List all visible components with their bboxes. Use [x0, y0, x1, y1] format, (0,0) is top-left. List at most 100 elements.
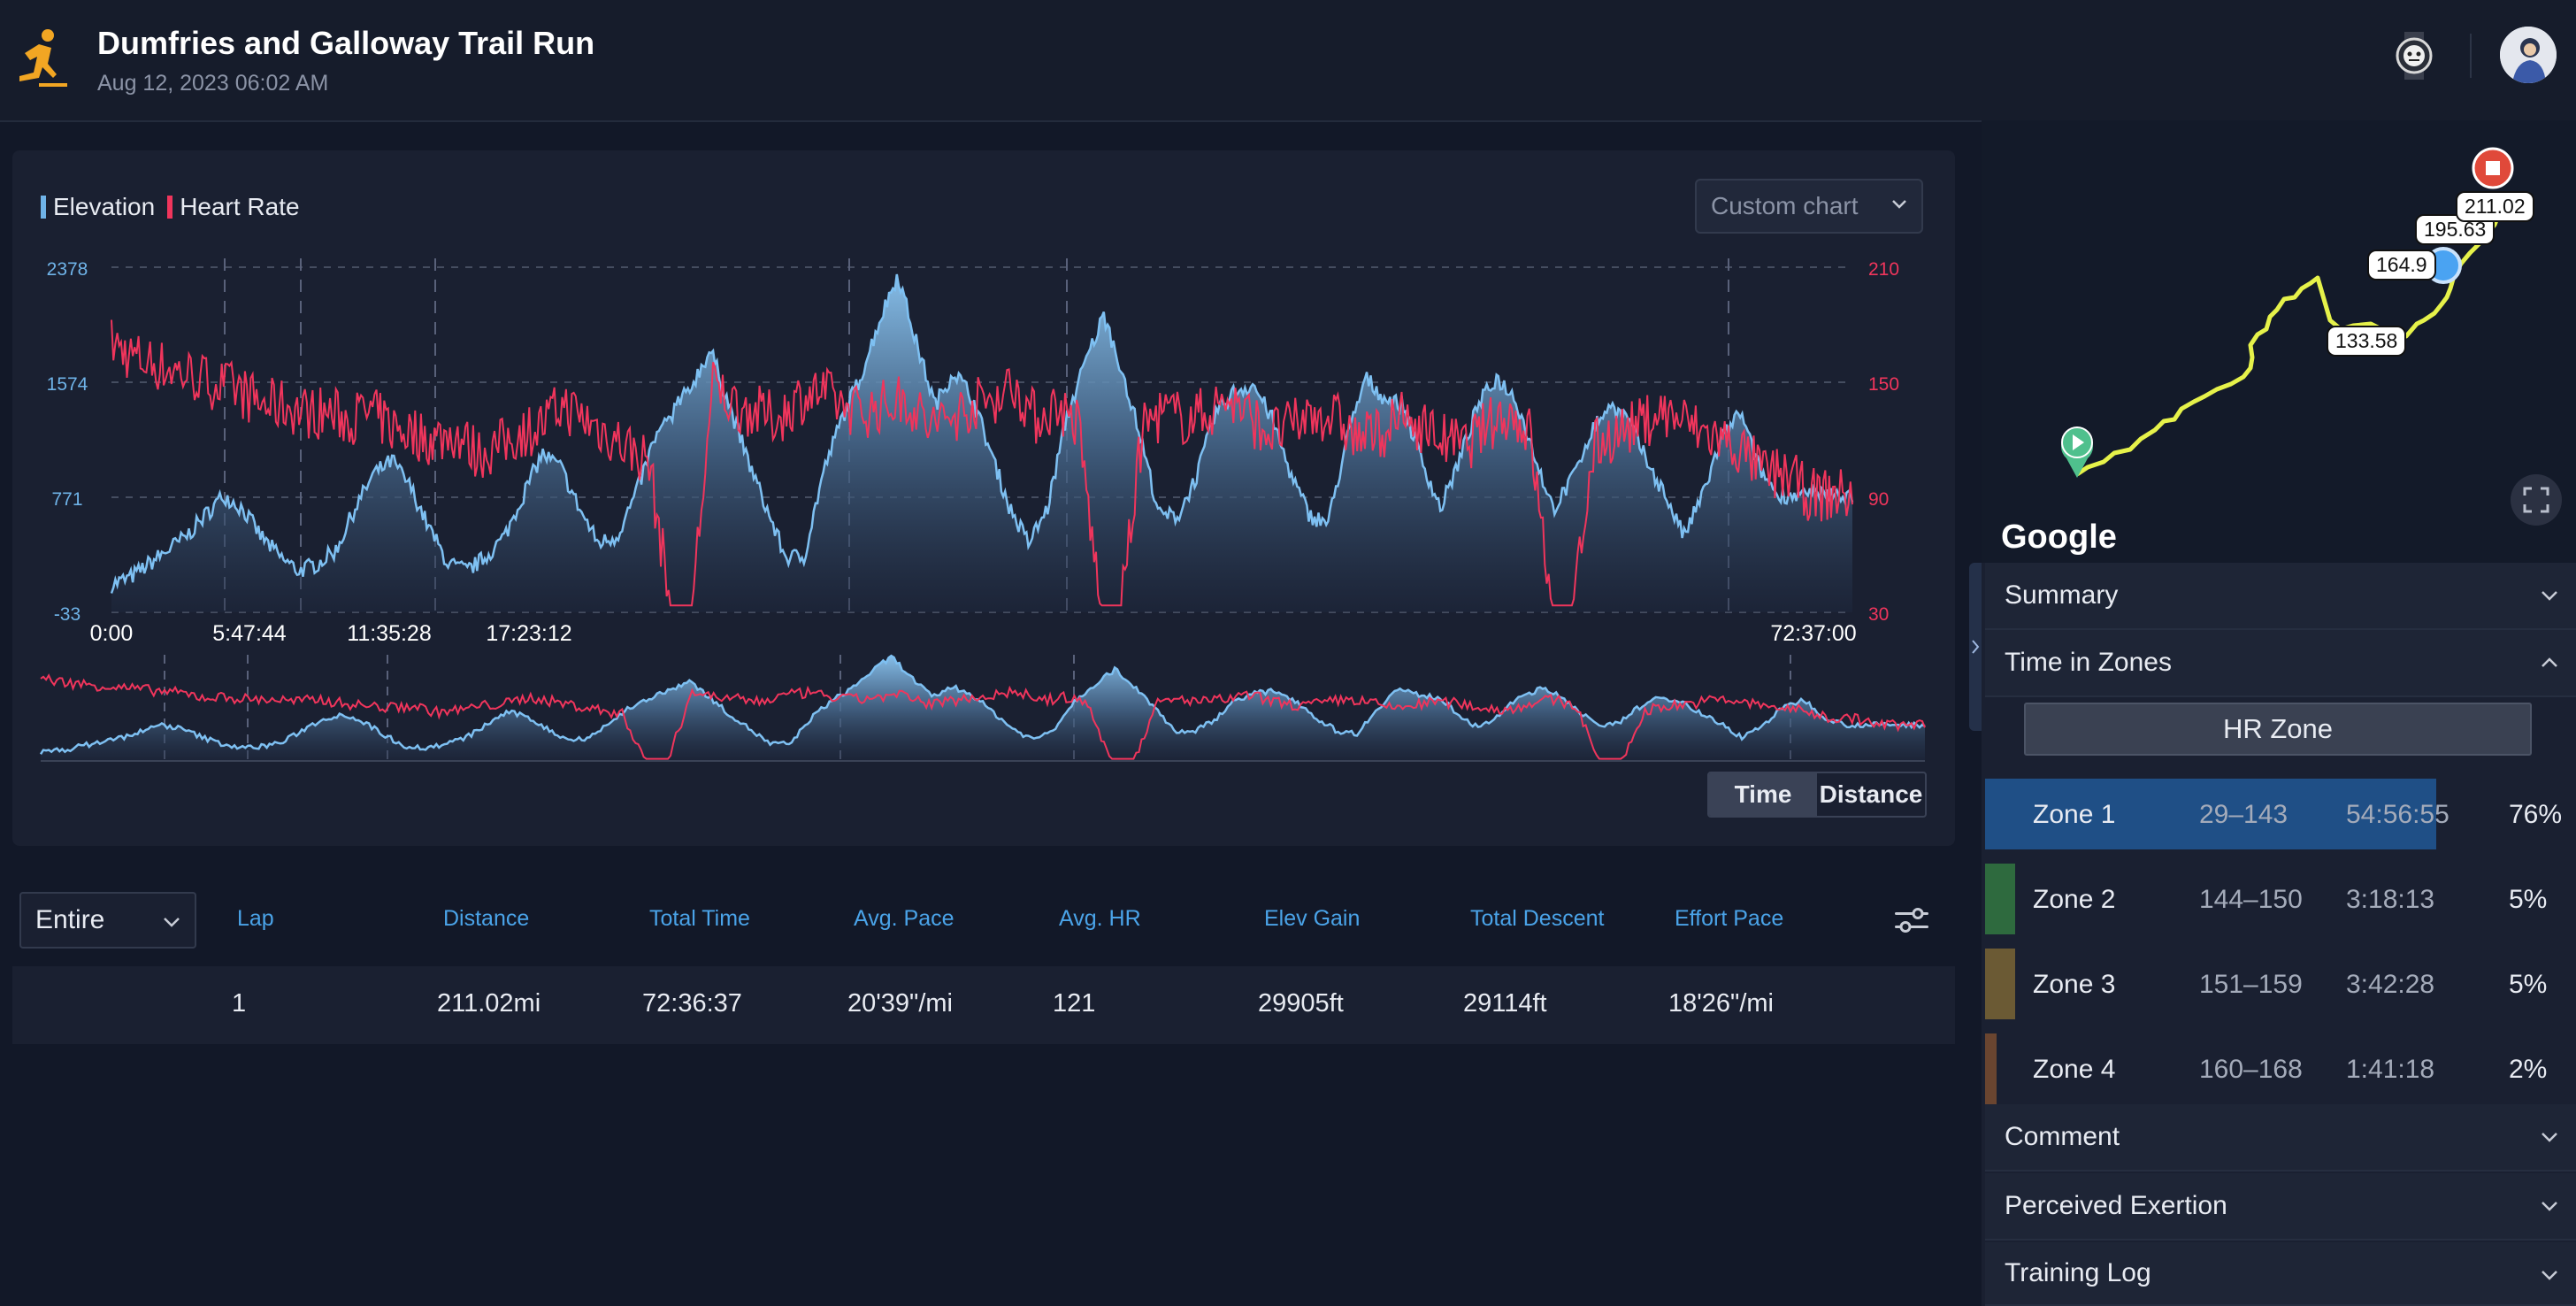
x-axis-tick: 17:23:12 — [486, 621, 571, 646]
column-header-total-descent[interactable]: Total Descent — [1470, 906, 1605, 931]
lap-total-descent: 29114ft — [1463, 989, 1547, 1018]
heart-rate-line — [111, 319, 1853, 607]
column-header-effort-pace[interactable]: Effort Pace — [1675, 906, 1784, 931]
left-axis-tick: 2378 — [47, 259, 88, 280]
right-axis-tick: 90 — [1868, 489, 1889, 510]
comment-section-header[interactable]: Comment — [1985, 1104, 2576, 1172]
legend-elevation-label: Elevation — [53, 193, 156, 220]
left-axis-tick: 1574 — [47, 374, 88, 395]
zone-range: 144–150 — [2199, 885, 2303, 914]
column-header-avg-pace[interactable]: Avg. Pace — [854, 906, 954, 931]
zone-time: 1:41:18 — [2346, 1055, 2435, 1084]
left-axis-tick: 771 — [51, 489, 82, 510]
column-header-elev-gain[interactable]: Elev Gain — [1264, 906, 1361, 931]
time-in-zones-label: Time in Zones — [2005, 648, 2172, 677]
collapse-panel-tab[interactable] — [1969, 563, 1982, 731]
x-axis-tick: 0:00 — [90, 621, 134, 646]
perceived-exertion-label: Perceived Exertion — [2005, 1191, 2227, 1220]
column-settings-icon[interactable] — [1893, 906, 1930, 936]
time-toggle-button[interactable]: Time — [1709, 773, 1817, 816]
column-header-avg-hr[interactable]: Avg. HR — [1059, 906, 1141, 931]
zone-row[interactable]: Zone 4 160–168 1:41:18 2% — [1985, 1033, 2576, 1104]
map-marker-label-164: 164.9 — [2367, 250, 2436, 280]
lap-avg-pace: 20'39"/mi — [847, 989, 954, 1018]
zone-row[interactable]: Zone 1 29–143 54:56:55 76% — [1985, 779, 2576, 849]
expand-icon — [2523, 487, 2549, 513]
fullscreen-map-button[interactable] — [2511, 474, 2562, 526]
x-axis-tick: 11:35:28 — [347, 621, 431, 646]
activity-date: Aug 12, 2023 06:02 AM — [97, 71, 329, 96]
zone-row[interactable]: Zone 2 144–150 3:18:13 5% — [1985, 864, 2576, 934]
elevation-line — [110, 273, 1854, 594]
lap-avg-hr: 121 — [1053, 989, 1096, 1018]
custom-chart-dropdown[interactable]: Custom chart — [1695, 179, 1923, 234]
user-avatar[interactable] — [2500, 27, 2557, 83]
custom-chart-label: Custom chart — [1711, 192, 1859, 219]
route-map[interactable]: 133.58 164.9 195.63 211.02 — [1982, 120, 2576, 563]
training-log-section-header[interactable]: Training Log — [1985, 1242, 2576, 1306]
zone-name: Zone 4 — [2033, 1055, 2116, 1084]
elevation-line-overview — [39, 654, 1926, 755]
zone-percent: 2% — [2509, 1055, 2548, 1084]
chevron-down-icon — [2542, 1271, 2557, 1280]
distance-toggle-button[interactable]: Distance — [1819, 780, 1923, 808]
chevron-right-icon — [1972, 640, 1980, 654]
chart-legend: Elevation Heart Rate — [41, 193, 300, 221]
zone-time: 3:42:28 — [2346, 970, 2435, 999]
heart-rate-line-overview — [40, 673, 1926, 760]
zone-time: 3:18:13 — [2346, 885, 2435, 914]
zone-name: Zone 3 — [2033, 970, 2116, 999]
time-in-zones-section-header[interactable]: Time in Zones — [1985, 630, 2576, 697]
x-axis-tick: 5:47:44 — [212, 621, 287, 646]
zone-percent: 5% — [2509, 885, 2548, 914]
google-logo: Google — [2001, 519, 2117, 556]
chevron-down-icon — [2542, 1202, 2557, 1211]
elevation-area — [111, 274, 1852, 612]
lap-range-select[interactable]: Entire — [19, 892, 196, 949]
legend-heart-rate-label: Heart Rate — [180, 193, 300, 220]
activity-title: Dumfries and Galloway Trail Run — [97, 25, 595, 61]
lap-effort-pace: 18'26"/mi — [1668, 989, 1775, 1018]
zone-bar — [1985, 949, 2015, 1019]
time-distance-toggle: Time Distance — [1707, 772, 1927, 818]
column-header-total-time[interactable]: Total Time — [649, 906, 750, 931]
zone-name: Zone 1 — [2033, 800, 2116, 829]
elevation-heart-rate-chart[interactable]: 2378 1574 771 -33 210 150 90 30 0:00 5:47:44 11:35… — [12, 150, 1955, 846]
chevron-down-icon — [2542, 1133, 2557, 1142]
column-header-lap[interactable]: Lap — [237, 906, 274, 931]
perceived-exertion-section-header[interactable]: Perceived Exertion — [1985, 1173, 2576, 1241]
right-axis-tick: 150 — [1868, 374, 1899, 395]
zone-bar — [1985, 864, 2015, 934]
table-row[interactable] — [12, 966, 1955, 1044]
right-axis-tick: 210 — [1868, 259, 1899, 280]
elevation-area-overview — [41, 656, 1925, 761]
zone-row[interactable]: Zone 3 151–159 3:42:28 5% — [1985, 949, 2576, 1019]
watch-device-icon[interactable] — [2388, 30, 2440, 81]
hr-zone-button[interactable]: HR Zone — [2024, 703, 2532, 756]
training-log-label: Training Log — [2005, 1258, 2151, 1287]
map-marker-label-133: 133.58 — [2327, 326, 2407, 357]
comment-label: Comment — [2005, 1122, 2120, 1151]
header-divider — [2470, 34, 2472, 78]
zone-percent: 76% — [2509, 800, 2563, 829]
map-marker-label-211: 211.02 — [2456, 191, 2534, 222]
zone-time: 54:56:55 — [2346, 800, 2450, 829]
chevron-down-icon — [164, 918, 180, 927]
chart-panel: Elevation Heart Rate Custom chart 2378 15… — [12, 150, 1955, 846]
zone-bar — [1985, 1033, 1997, 1104]
legend-heart-rate[interactable]: Heart Rate — [167, 193, 300, 221]
left-axis-tick: -33 — [54, 604, 80, 625]
zone-range: 151–159 — [2199, 970, 2303, 999]
legend-elevation[interactable]: Elevation — [41, 193, 155, 221]
zone-percent: 5% — [2509, 970, 2548, 999]
summary-label: Summary — [2005, 580, 2119, 610]
column-header-distance[interactable]: Distance — [443, 906, 530, 931]
right-axis-tick: 30 — [1868, 604, 1889, 625]
route-map-canvas — [2061, 147, 2514, 478]
zone-name: Zone 2 — [2033, 885, 2116, 914]
lap-elev-gain: 29905ft — [1258, 989, 1344, 1018]
lap-distance: 211.02mi — [437, 989, 541, 1018]
chevron-down-icon — [1892, 200, 1906, 209]
summary-section-header[interactable]: Summary — [1985, 563, 2576, 630]
lap-range-value: Entire — [35, 905, 105, 934]
